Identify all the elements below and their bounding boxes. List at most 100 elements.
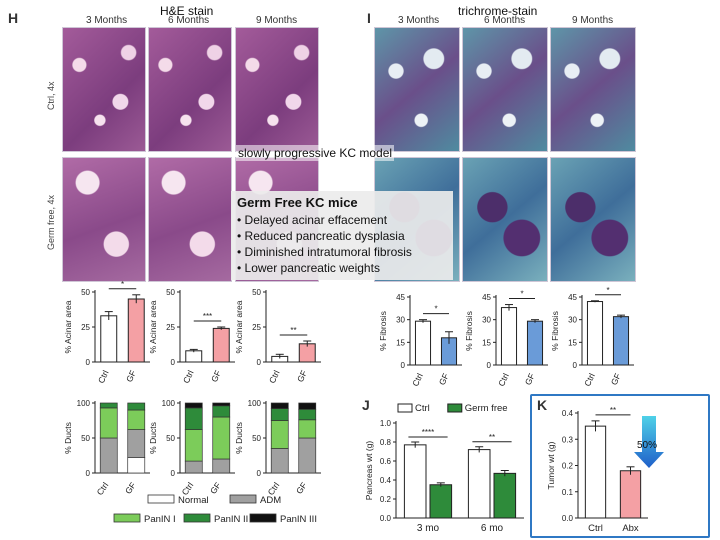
- y-axis-label: % Ducts: [148, 422, 158, 454]
- stacked-bar-segment: [127, 429, 146, 458]
- y-axis-label: % Acinar area: [148, 300, 158, 353]
- bar: [493, 472, 517, 519]
- y-tick-label: 30: [482, 316, 491, 325]
- y-tick-label: 100: [77, 399, 91, 408]
- legend-label: PanIN III: [280, 514, 317, 525]
- reduction-percent-label: 50%: [637, 440, 658, 451]
- stacked-bar-segment: [270, 448, 289, 474]
- x-tick-label: Ctrl: [496, 372, 511, 388]
- bar: [100, 315, 118, 363]
- y-axis-label: % Ducts: [234, 422, 244, 454]
- bar: [185, 350, 203, 363]
- y-axis-label: % Ducts: [63, 422, 73, 454]
- y-tick-label: 100: [248, 399, 262, 408]
- he-ctrl-9mo-image: [235, 27, 319, 152]
- stacked-bar-segment: [212, 402, 231, 407]
- stacked-bar-segment: [212, 458, 231, 474]
- legend-label: Ctrl: [415, 403, 430, 414]
- y-tick-label: 0.0: [380, 514, 392, 523]
- stacked-bar-segment: [298, 408, 317, 421]
- bar: [429, 484, 453, 519]
- bar: [127, 298, 145, 363]
- stacked-bar-segment: [184, 407, 203, 430]
- stacked-bar-segment: [270, 420, 289, 449]
- significance-label: *: [520, 290, 523, 299]
- x-tick-label: GF: [609, 372, 623, 387]
- y-tick-label: 0: [487, 361, 492, 370]
- bar: [612, 316, 630, 366]
- x-tick-label: 6 mo: [481, 523, 504, 534]
- y-tick-label: 30: [396, 316, 405, 325]
- y-tick-label: 0: [86, 358, 91, 367]
- panel-letter-k: K: [537, 397, 548, 413]
- stacked-bar-segment: [212, 416, 231, 460]
- y-tick-label: 25: [252, 323, 261, 332]
- he-ctrl-6mo-image: [148, 27, 232, 152]
- y-tick-label: 1.0: [380, 419, 392, 428]
- germ-free-callout: Germ Free KC mice • Delayed acinar effac…: [231, 191, 453, 280]
- y-tick-label: 0.2: [562, 462, 574, 471]
- y-axis-label: % Fibrosis: [378, 311, 388, 351]
- tc-month-6: 6 Months: [484, 15, 526, 26]
- significance-label: **: [489, 433, 495, 442]
- model-title: slowly progressive KC model: [236, 145, 395, 161]
- x-tick-label: Ctrl: [582, 372, 597, 388]
- y-axis-label: Tumor wt (g): [546, 441, 556, 489]
- tc-ctrl-6mo-image: [462, 27, 548, 152]
- y-tick-label: 15: [396, 338, 405, 347]
- y-tick-label: 0: [86, 469, 91, 478]
- y-tick-label: 0: [573, 361, 578, 370]
- y-axis-label: Pancreas wt (g): [364, 441, 374, 501]
- legend-label: Germ free: [465, 403, 508, 414]
- significance-label: *: [606, 286, 609, 295]
- legend-swatch: [113, 513, 141, 523]
- panel-k-box: [530, 394, 710, 538]
- y-tick-label: 50: [81, 288, 90, 297]
- stacked-bar-segment: [212, 405, 231, 418]
- he-month-6: 6 Months: [168, 15, 210, 26]
- bar: [414, 320, 432, 366]
- significance-label: *: [121, 280, 124, 289]
- tc-gf-9mo-image: [550, 157, 636, 282]
- tc-ctrl-3mo-image: [374, 27, 460, 152]
- stacked-bar-segment: [298, 402, 317, 410]
- stacked-bar-segment: [298, 437, 317, 474]
- y-tick-label: 50: [166, 434, 175, 443]
- bar: [212, 327, 230, 363]
- tc-ctrl-9mo-image: [550, 27, 636, 152]
- stacked-bar-segment: [184, 460, 203, 474]
- y-tick-label: 0.1: [562, 488, 574, 497]
- x-tick-label: GF: [124, 369, 138, 384]
- x-tick-label: Ctrl: [410, 372, 425, 388]
- y-tick-label: 0: [171, 358, 176, 367]
- significance-label: *: [434, 305, 437, 314]
- y-axis-label: % Fibrosis: [550, 311, 560, 351]
- panel-letter-j: J: [362, 397, 370, 413]
- legend-label: ADM: [260, 495, 281, 506]
- callout-item: • Lower pancreatic weights: [237, 261, 380, 275]
- y-axis-label: % Acinar area: [63, 300, 73, 353]
- legend-label: PanIN I: [144, 514, 176, 525]
- tc-month-9: 9 Months: [572, 15, 614, 26]
- y-axis-label: % Acinar area: [234, 300, 244, 353]
- he-gf-6mo-image: [148, 157, 232, 282]
- significance-label: ****: [422, 428, 434, 437]
- legend-swatch: [249, 513, 277, 523]
- y-tick-label: 45: [396, 293, 405, 302]
- y-tick-label: 0: [257, 469, 262, 478]
- y-tick-label: 15: [482, 338, 491, 347]
- stacked-bar-segment: [99, 402, 118, 409]
- bar: [467, 449, 491, 519]
- panel-letter-i: I: [367, 10, 371, 26]
- y-tick-label: 15: [568, 338, 577, 347]
- significance-label: ***: [203, 312, 212, 321]
- x-tick-label: GF: [523, 372, 537, 387]
- y-tick-label: 50: [252, 288, 261, 297]
- x-tick-label: Ctrl: [96, 369, 111, 385]
- callout-item: • Reduced pancreatic dysplasia: [237, 229, 405, 243]
- tc-month-3: 3 Months: [398, 15, 440, 26]
- legend-label: Normal: [178, 495, 209, 506]
- x-tick-label: GF: [123, 480, 138, 495]
- legend-label: PanIN II: [214, 514, 248, 525]
